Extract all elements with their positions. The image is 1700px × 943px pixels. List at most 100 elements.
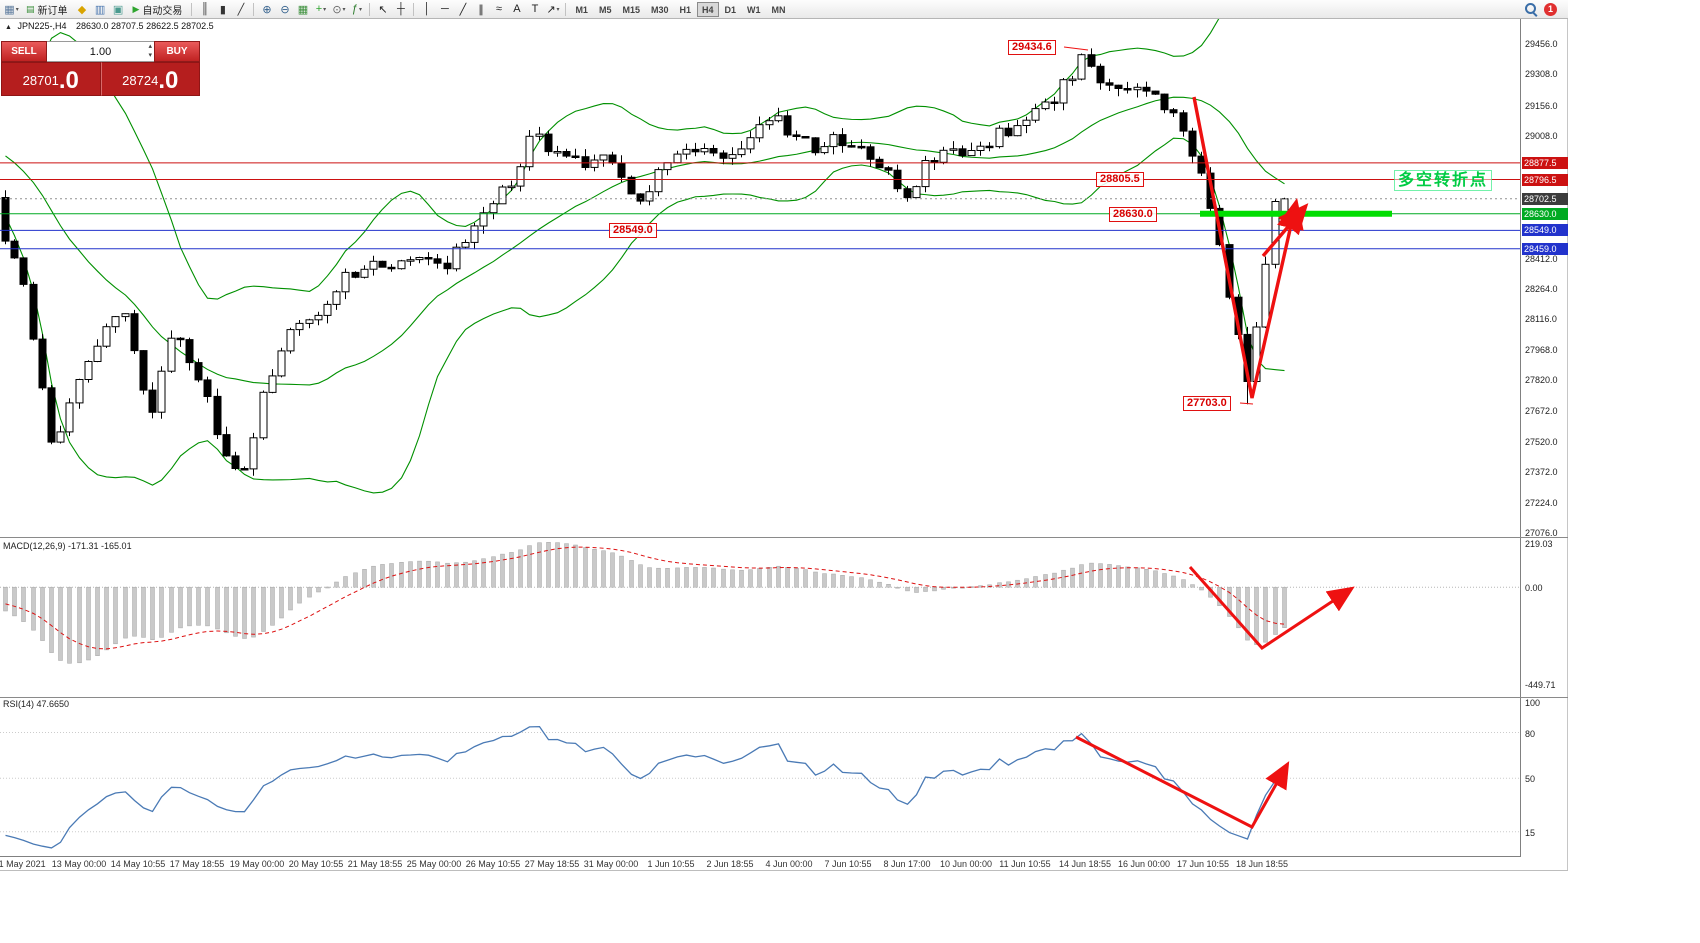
rsi-scale-label: 15 xyxy=(1525,828,1536,838)
price-annotation-29434.6[interactable]: 29434.6 xyxy=(1008,40,1056,55)
new-order-button[interactable]: ▤ 新订单 xyxy=(21,1,73,17)
time-label: 21 May 18:55 xyxy=(347,859,403,869)
crosshair-icon[interactable]: ┼ xyxy=(397,3,405,15)
price-scale-label: 28116.0 xyxy=(1525,314,1557,324)
trend-arrow-macd[interactable] xyxy=(1188,566,1355,650)
sell-price-frac: .0 xyxy=(58,67,79,94)
timeframe-button-M30[interactable]: M30 xyxy=(650,4,669,15)
price-annotation-28630.0[interactable]: 28630.0 xyxy=(1109,207,1157,222)
time-label: 31 May 00:00 xyxy=(583,859,639,869)
timeframe-button-M15[interactable]: M15 xyxy=(622,4,640,15)
time-label: 17 Jun 10:55 xyxy=(1176,859,1230,869)
volume-stepper[interactable]: ▴ ▾ xyxy=(148,42,152,60)
trend-arrow-main[interactable] xyxy=(1063,46,1089,51)
volume-input[interactable]: 1.00 ▴ ▾ xyxy=(47,41,154,62)
label-icon[interactable]: T xyxy=(531,3,539,15)
zoom-out-icon[interactable]: ⊖ xyxy=(280,3,290,16)
time-label: 17 May 18:55 xyxy=(169,859,225,869)
chart-window-icon[interactable]: ▦ ▾ xyxy=(4,3,19,16)
trend-arrow-rsi[interactable] xyxy=(1075,735,1290,829)
auto-trading-button[interactable]: ▶ 自动交易 xyxy=(128,1,188,17)
price-scale-label: 27520.0 xyxy=(1525,437,1558,447)
sell-price-main: 28701 xyxy=(22,73,59,88)
trendline-icon[interactable]: ╱ xyxy=(459,3,467,16)
time-label: 25 May 00:00 xyxy=(406,859,462,869)
price-scale-badge-28549.0: 28549.0 xyxy=(1522,224,1568,236)
toolbar-separator xyxy=(413,2,415,16)
notification-badge[interactable]: 1 xyxy=(1544,2,1557,16)
timeframe-button-MN[interactable]: MN xyxy=(771,4,786,15)
sell-button[interactable]: SELL xyxy=(1,41,47,62)
turning-point-label[interactable]: 多空转折点 xyxy=(1394,170,1493,191)
equidistant-channel-icon[interactable]: ∥ xyxy=(478,3,484,16)
timeframe-button-D1[interactable]: D1 xyxy=(724,4,737,15)
arrows-icon[interactable]: ↗ ▾ xyxy=(546,3,560,16)
volume-up-icon[interactable]: ▴ xyxy=(148,43,152,50)
price-scale-badge-28702.5: 28702.5 xyxy=(1522,193,1568,205)
price-scale-badge-28796.5: 28796.5 xyxy=(1522,174,1568,186)
ohlc-values: 28630.0 28707.5 28622.5 28702.5 xyxy=(76,21,214,31)
price-annotation-28549.0[interactable]: 28549.0 xyxy=(609,223,657,238)
auto-trading-button-label: 自动交易 xyxy=(142,5,183,17)
price-scale-badge-28459.0: 28459.0 xyxy=(1522,243,1568,255)
trend-arrow-main[interactable] xyxy=(1239,402,1254,405)
timeframe-button-W1[interactable]: W1 xyxy=(747,4,761,15)
chart-plot[interactable] xyxy=(0,0,1520,870)
fibonacci-icon[interactable]: ≈ xyxy=(495,3,502,15)
price-scale-label: 28412.0 xyxy=(1525,254,1558,264)
time-label: 11 Jun 10:55 xyxy=(999,859,1051,869)
zoom-in-icon[interactable]: ⊕ xyxy=(262,3,272,16)
price-scale[interactable]: 29456.0 29308.0 29156.0 29008.0 28877.5 28796… xyxy=(1520,19,1568,870)
timeframe-button-H1[interactable]: H1 xyxy=(679,4,692,15)
new-chart-icon[interactable]: + ▾ xyxy=(315,3,327,15)
vertical-line-icon[interactable]: │ xyxy=(423,3,431,15)
metaeditor-icon[interactable]: ◆ xyxy=(77,3,87,16)
horizontal-line-icon[interactable]: ─ xyxy=(441,3,449,15)
navigator-icon[interactable]: ▣ xyxy=(112,3,124,16)
price-scale-badge-28630.0: 28630.0 xyxy=(1522,208,1568,220)
trend-arrow-main[interactable] xyxy=(1192,96,1304,399)
trend-arrow-main[interactable] xyxy=(1261,203,1309,258)
price-scale-label: 29456.0 xyxy=(1525,39,1558,49)
time-label: 2 Jun 18:55 xyxy=(706,859,754,869)
sell-price-display[interactable]: 28701.0 xyxy=(1,62,101,96)
chart-title-bar: ▲ JPN225-,H4 28630.0 28707.5 28622.5 287… xyxy=(5,21,214,31)
time-label: 10 Jun 00:00 xyxy=(939,859,993,869)
panel-splitter[interactable] xyxy=(0,537,1568,538)
macd-label: MACD(12,26,9) -171.31 -165.01 xyxy=(3,541,132,551)
time-label: 19 May 00:00 xyxy=(229,859,285,869)
candlesticks[interactable] xyxy=(1,48,1289,476)
search-icon[interactable] xyxy=(1524,2,1538,16)
profiles-icon[interactable]: ⊙ ▾ xyxy=(332,3,346,16)
timeframe-button-M5[interactable]: M5 xyxy=(598,4,612,15)
line-chart-icon[interactable]: ╱ xyxy=(237,3,245,16)
macd-signal-line xyxy=(5,546,1285,650)
volume-down-icon[interactable]: ▾ xyxy=(148,52,152,59)
timeframe-button-H4[interactable]: H4 xyxy=(697,1,719,17)
macd-scale-label: 0.00 xyxy=(1525,583,1543,593)
timeframe-button-M1[interactable]: M1 xyxy=(575,4,588,15)
panel-splitter[interactable] xyxy=(0,697,1568,698)
collapse-trade-panel-icon[interactable]: ▲ xyxy=(5,24,12,31)
bar-chart-icon[interactable]: ║ xyxy=(201,3,209,15)
cursor-icon[interactable]: ↖ xyxy=(378,3,388,16)
buy-price-display[interactable]: 28724.0 xyxy=(100,62,200,96)
text-icon[interactable]: A xyxy=(513,3,521,15)
price-annotation-27703.0[interactable]: 27703.0 xyxy=(1183,396,1231,411)
indicators-icon[interactable]: ƒ ▾ xyxy=(351,3,362,15)
rsi-scale-label: 100 xyxy=(1525,698,1541,708)
top-toolbar: ▦ ▾ ▤ 新订单 ◆ ▥ ▣ ▶ 自动交易 ║ ▮ ╱ ⊕ ⊖ ▦ + ▾ ⊙ ▾ ƒ ▾ ↖ ┼ │ ─ ╱ ∥ ≈ A T ↗ ▾ M1 M… xyxy=(0,0,1568,19)
rsi-line xyxy=(5,725,1285,849)
toolbar-separator xyxy=(565,2,567,16)
candlestick-chart-icon[interactable]: ▮ xyxy=(219,3,226,16)
buy-button[interactable]: BUY xyxy=(154,41,200,62)
time-label: 7 Jun 10:55 xyxy=(824,859,872,869)
price-scale-label: 29156.0 xyxy=(1525,101,1558,111)
time-label: 14 Jun 18:55 xyxy=(1058,859,1112,869)
price-annotation-28805.5[interactable]: 28805.5 xyxy=(1096,172,1144,187)
market-watch-icon[interactable]: ▥ xyxy=(94,3,106,16)
tile-windows-icon[interactable]: ▦ xyxy=(297,3,309,16)
toolbar-items: ▦ ▾ ▤ 新订单 ◆ ▥ ▣ ▶ 自动交易 ║ ▮ ╱ ⊕ ⊖ ▦ + ▾ ⊙ ▾ ƒ ▾ ↖ ┼ │ ─ ╱ ∥ ≈ A T ↗ ▾ M1 M… xyxy=(3,0,791,18)
time-label: 14 May 10:55 xyxy=(110,859,166,869)
